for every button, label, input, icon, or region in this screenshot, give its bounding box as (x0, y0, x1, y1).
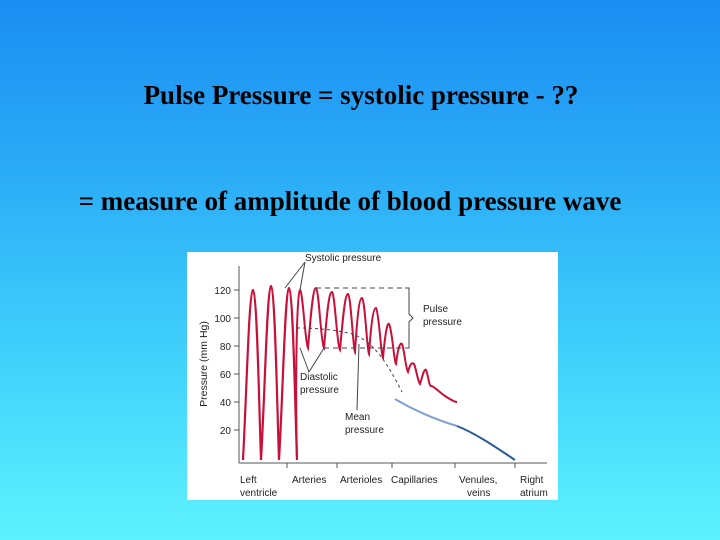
mean-pointer (356, 343, 360, 411)
y-tick-label: 80 (220, 342, 232, 353)
blood-pressure-figure: 120 100 80 60 40 20 Pressure (mm Hg) Sys… (187, 252, 558, 500)
venous-pressure-line (456, 425, 516, 461)
ventricle-pressure-wave (241, 284, 299, 461)
x-label-arterioles: Arterioles (340, 475, 382, 486)
y-tick-label: 20 (220, 426, 232, 437)
x-label-left-ventricle-line2: ventricle (240, 488, 278, 499)
x-label-capillaries: Capillaries (391, 475, 438, 486)
x-label-right-atrium: Right (520, 475, 544, 486)
systolic-label: Systolic pressure (305, 253, 382, 264)
y-tick-label: 100 (214, 314, 231, 325)
diastolic-pointer (308, 347, 325, 373)
y-tick-label: 120 (214, 286, 231, 297)
pulse-label-line2: pressure (423, 317, 462, 328)
x-label-venules: Venules, (459, 475, 497, 486)
x-label-veins: veins (467, 488, 490, 499)
y-tick-label: 40 (220, 398, 232, 409)
systolic-pointer (284, 261, 306, 289)
diastolic-label-line2: pressure (300, 385, 339, 396)
slide-title: Pulse Pressure = systolic pressure - ?? (143, 80, 579, 110)
pressure-diagram: 120 100 80 60 40 20 Pressure (mm Hg) Sys… (198, 253, 548, 499)
capillary-pressure-line (394, 398, 458, 427)
x-label-right-atrium-line2: atrium (520, 488, 548, 499)
pulse-label-line1: Pulse (423, 304, 448, 315)
mean-pressure-curve (296, 327, 403, 393)
pulse-pressure-bracket (405, 287, 414, 349)
mean-label-line1: Mean (345, 412, 370, 423)
x-tick-marks (286, 463, 516, 468)
diastolic-pointer (299, 347, 310, 373)
x-label-arteries: Arteries (292, 475, 326, 486)
systolic-pointer (299, 261, 306, 291)
arterial-pressure-wave (295, 286, 458, 461)
x-label-left-ventricle: Left (240, 475, 257, 486)
slide-subtitle: = measure of amplitude of blood pressure… (78, 186, 622, 216)
y-axis-label: Pressure (mm Hg) (198, 321, 210, 407)
mean-label-line2: pressure (345, 425, 384, 436)
y-tick-label: 60 (220, 370, 232, 381)
y-tick-marks (234, 289, 239, 431)
diastolic-label-line1: Diastolic (300, 372, 338, 383)
